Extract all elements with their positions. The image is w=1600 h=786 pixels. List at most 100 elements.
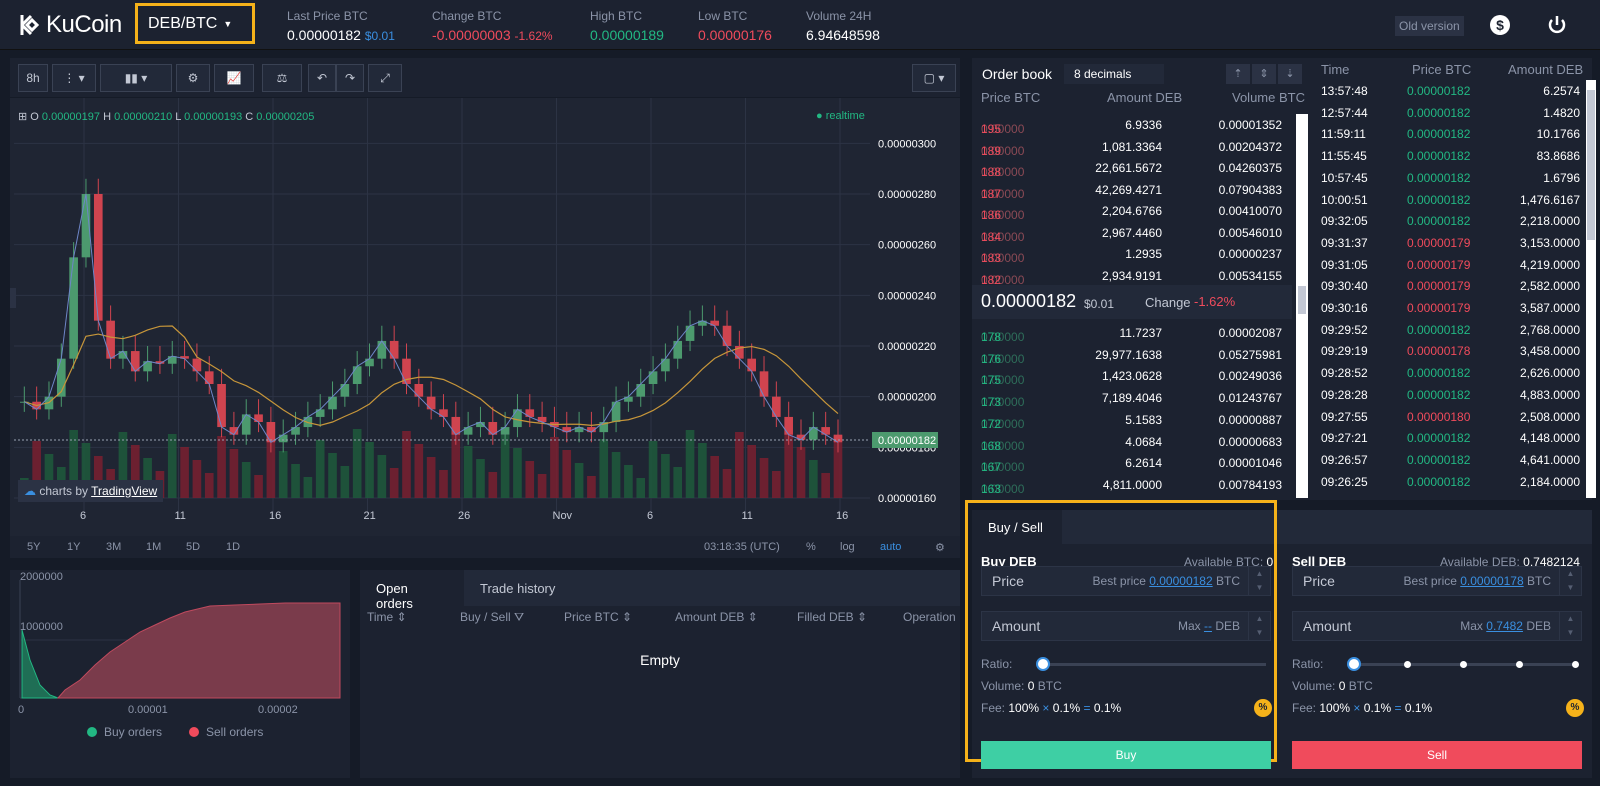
- buy-ratio-slider[interactable]: [1038, 663, 1266, 666]
- view-asks-button[interactable]: ⇡: [1226, 64, 1250, 84]
- fee-discount-icon[interactable]: %: [1566, 699, 1584, 717]
- candle-body: [463, 427, 473, 435]
- trade-time: 09:30:16: [1321, 301, 1368, 315]
- bid-row[interactable]: 0.00000 178 11.7237 0.00002087: [981, 326, 1282, 344]
- buy-button[interactable]: Buy: [981, 741, 1271, 769]
- ask-row[interactable]: 0.00000 183 1.2935 0.00000237: [981, 247, 1282, 265]
- undo-button[interactable]: ↶: [308, 64, 336, 92]
- tab-open-orders[interactable]: Open orders: [360, 570, 464, 611]
- range-5d[interactable]: 5D: [186, 541, 201, 553]
- percent-toggle[interactable]: %: [806, 541, 816, 553]
- col-amount[interactable]: Amount DEB ⇕: [675, 610, 758, 624]
- decimals-select[interactable]: 8 decimals: [1064, 64, 1164, 84]
- old-version-button[interactable]: Old version: [1395, 16, 1464, 36]
- auto-toggle[interactable]: auto: [880, 541, 902, 553]
- sell-button[interactable]: Sell: [1292, 741, 1582, 769]
- log-toggle[interactable]: log: [840, 541, 855, 553]
- gear-icon[interactable]: ⚙: [935, 542, 945, 554]
- fee-discount-icon[interactable]: %: [1254, 699, 1272, 717]
- orders-tabs: Open orders Trade history: [360, 570, 960, 611]
- buy-price-stepper[interactable]: ▲ ▼: [1248, 567, 1270, 595]
- currency-dollar-icon[interactable]: $: [1489, 14, 1511, 36]
- sell-ratio-handle[interactable]: [1347, 657, 1361, 671]
- col-side[interactable]: Buy / Sell ⛛: [460, 610, 525, 624]
- side-collapse-handle[interactable]: [10, 288, 16, 308]
- buy-max-link[interactable]: --: [1203, 619, 1212, 633]
- volume-bar: [821, 473, 830, 498]
- bid-row[interactable]: 0.00000 173 7,189.4046 0.01243767: [981, 391, 1282, 410]
- sell-ratio-tick-100[interactable]: [1572, 661, 1579, 668]
- tab-trade-history[interactable]: Trade history: [480, 581, 556, 596]
- chart-canvas[interactable]: 0.00000300 0.00000280 0.00000260 0.00000240…: [10, 98, 960, 536]
- buy-amount-stepper[interactable]: ▲ ▼: [1248, 612, 1270, 640]
- candle-body: [611, 401, 621, 422]
- redo-button[interactable]: ↷: [336, 64, 364, 92]
- ohlc-c: 0.00000205: [256, 111, 315, 123]
- buy-amount-input[interactable]: Amount Max -- DEB ▲ ▼: [981, 611, 1271, 641]
- buy-ratio-handle[interactable]: [1036, 657, 1050, 671]
- buy-price-input[interactable]: Price Best price 0.00000182 BTC ▲ ▼: [981, 566, 1271, 596]
- range-1y[interactable]: 1Y: [67, 541, 81, 553]
- view-bids-button[interactable]: ⇣: [1278, 64, 1302, 84]
- bid-row[interactable]: 0.00000 167 6.2614 0.00001046: [981, 456, 1282, 475]
- ask-row[interactable]: 0.00000 188 22,661.5672 0.04260375: [981, 161, 1282, 179]
- tradingview-link[interactable]: TradingView: [91, 484, 158, 498]
- candle-body: [155, 361, 165, 364]
- order-book-scrollbar[interactable]: [1296, 114, 1308, 498]
- layout-button[interactable]: ▢ ▾: [912, 64, 956, 92]
- interval-button[interactable]: 8h: [18, 64, 48, 92]
- compare-button[interactable]: ⚖: [262, 64, 302, 92]
- price-chart[interactable]: 0.00000300 0.00000280 0.00000260 0.00000240…: [10, 98, 960, 536]
- bid-row[interactable]: 0.00000 176 29,977.1638 0.05275981: [981, 347, 1282, 366]
- mid-change: -1.62%: [1194, 294, 1236, 309]
- chart-type-button[interactable]: ▮▮ ▾: [100, 64, 172, 92]
- interval-menu-button[interactable]: ⋮ ▾: [52, 64, 96, 92]
- col-time[interactable]: Time ⇕: [367, 610, 407, 624]
- power-icon[interactable]: [1546, 14, 1568, 36]
- sell-ratio-tick-50[interactable]: [1460, 661, 1467, 668]
- range-3m[interactable]: 3M: [106, 541, 122, 553]
- range-5y[interactable]: 5Y: [27, 541, 41, 553]
- ohlc-o-label: O: [30, 111, 39, 123]
- trade-history-scroll-thumb[interactable]: [1587, 90, 1595, 240]
- col-filled[interactable]: Filled DEB ⇕: [797, 610, 868, 624]
- order-book-scroll-thumb[interactable]: [1298, 286, 1306, 314]
- tradingview-attribution[interactable]: ☁ charts by TradingView: [18, 480, 164, 502]
- sell-price-input[interactable]: Price Best price 0.00000178 BTC ▲ ▼: [1292, 566, 1582, 596]
- col-amount: Amount DEB: [1508, 62, 1584, 77]
- range-1m[interactable]: 1M: [146, 541, 162, 553]
- indicators-button[interactable]: 📈: [214, 64, 254, 92]
- buy-best-link[interactable]: 0.00000182: [1149, 574, 1213, 588]
- trade-history-scrollbar[interactable]: [1586, 80, 1596, 498]
- expand-icon[interactable]: ⊞: [18, 111, 28, 123]
- sell-best-link[interactable]: 0.00000178: [1460, 574, 1524, 588]
- ask-row[interactable]: 0.00000 186 2,204.6766 0.00410070: [981, 204, 1282, 222]
- tab-buy-sell[interactable]: Buy / Sell: [972, 510, 1062, 544]
- bid-row[interactable]: 0.00000 175 1,423.0628 0.00249036: [981, 369, 1282, 388]
- sell-ratio-tick-25[interactable]: [1404, 661, 1411, 668]
- kucoin-logo[interactable]: KuCoin: [14, 11, 122, 39]
- ask-row[interactable]: 0.00000 187 42,269.4271 0.07904383: [981, 182, 1282, 201]
- sell-ratio-tick-75[interactable]: [1516, 661, 1523, 668]
- sell-amount-stepper[interactable]: ▲ ▼: [1559, 612, 1581, 640]
- last-price-tag-bg: [872, 432, 938, 448]
- bid-row[interactable]: 0.00000 163 4,811.0000 0.00784193: [981, 477, 1282, 496]
- sell-price-stepper[interactable]: ▲ ▼: [1559, 567, 1581, 595]
- ask-row[interactable]: 0.00000 184 2,967.4460 0.00546010: [981, 225, 1282, 244]
- bid-row[interactable]: 0.00000 168 4.0684 0.00000683: [981, 434, 1282, 453]
- trade-row: 10:57:45 0.00000182 1.6796: [1312, 167, 1592, 189]
- sell-max-link[interactable]: 0.7482: [1486, 619, 1523, 633]
- pair-selector[interactable]: DEB/BTC ▼: [135, 3, 255, 44]
- ask-row[interactable]: 0.00000 182 2,934.9191 0.00534155: [981, 268, 1282, 287]
- settings-button[interactable]: ⚙: [176, 64, 210, 92]
- bid-row[interactable]: 0.00000 172 5.1583 0.00000887: [981, 412, 1282, 431]
- trade-row: 09:29:52 0.00000182 2,768.0000: [1312, 319, 1592, 341]
- view-both-button[interactable]: ⇕: [1252, 64, 1276, 84]
- ask-row[interactable]: 0.00000 189 1,081.3364 0.00204372: [981, 139, 1282, 158]
- ask-row[interactable]: 0.00000 195 6.9336 0.00001352: [981, 118, 1282, 136]
- sell-amount-input[interactable]: Amount Max 0.7482 DEB ▲ ▼: [1292, 611, 1582, 641]
- depth-y-mid: 1000000: [20, 621, 63, 633]
- fullscreen-button[interactable]: ⤢: [368, 64, 402, 92]
- col-price[interactable]: Price BTC ⇕: [564, 610, 633, 624]
- range-1d[interactable]: 1D: [226, 541, 241, 553]
